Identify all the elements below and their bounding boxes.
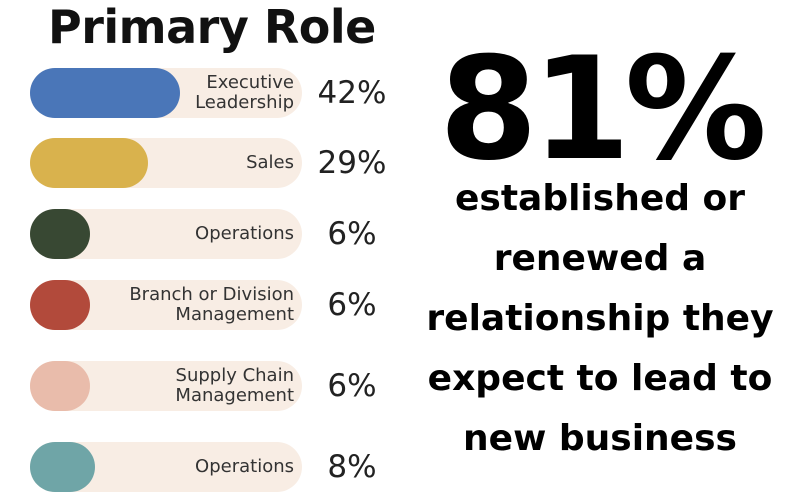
bar-label: Executive Leadership — [195, 72, 294, 113]
bar-label: Operations — [195, 456, 294, 477]
bar-row-sales: Sales 29% — [30, 138, 390, 188]
bar-label: Operations — [195, 223, 294, 244]
bar-value-label: 6% — [327, 287, 377, 323]
bar-value-label: 42% — [317, 75, 387, 111]
bar-fill — [30, 280, 90, 330]
headline-line: renewed a — [493, 238, 707, 279]
bar-row-executive-leadership: Executive Leadership 42% — [30, 68, 390, 118]
headline-line: expect to lead to — [427, 358, 773, 399]
bar-label: Branch or Division Management — [129, 284, 294, 325]
bar-fill — [30, 209, 90, 259]
bar-fill — [30, 361, 90, 411]
bar-fill — [30, 68, 180, 118]
bar-label: Sales — [246, 152, 294, 173]
bar-value-label: 29% — [317, 145, 387, 181]
chart-title: Primary Role — [48, 0, 376, 54]
bar-value-label: 6% — [327, 216, 377, 252]
bar-row-operations: Operations 6% — [30, 209, 390, 259]
bar-row-supply-chain-management: Supply Chain Management 6% — [30, 361, 390, 411]
bar-value-label: 6% — [327, 368, 377, 404]
bar-fill — [30, 138, 148, 188]
bar-row-branch-or-division-management: Branch or Division Management 6% — [30, 280, 390, 330]
headline-line: new business — [463, 418, 737, 459]
headline-stat: 81% — [439, 27, 767, 192]
headline-line: established or — [454, 178, 746, 219]
bar-row-operations-2: Operations 8% — [30, 442, 390, 492]
bar-value-label: 8% — [327, 449, 377, 485]
headline-line: relationship they — [426, 298, 774, 339]
bar-label: Supply Chain Management — [175, 365, 294, 406]
bar-fill — [30, 442, 95, 492]
